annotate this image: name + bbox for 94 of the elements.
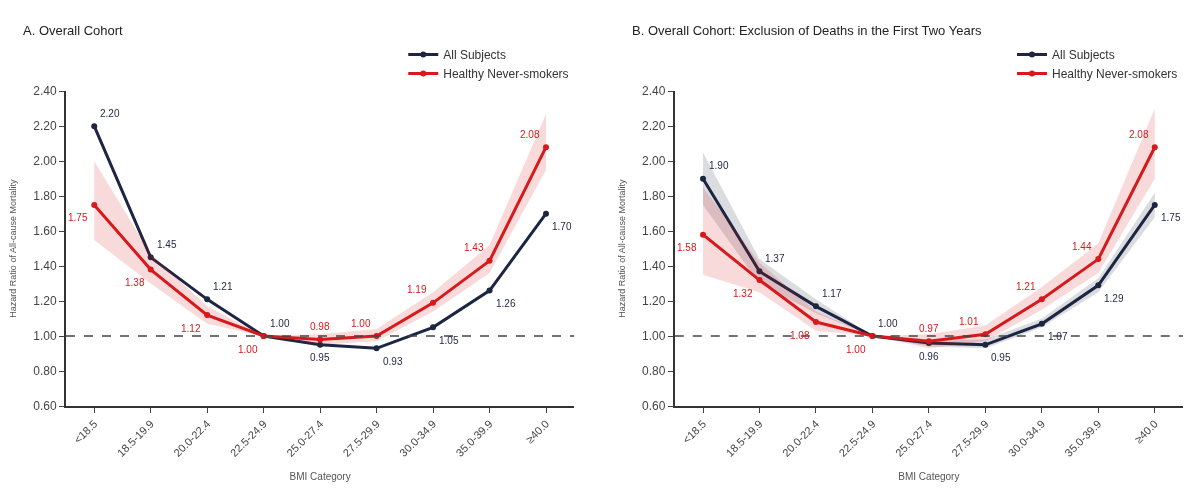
point — [91, 123, 98, 130]
point — [1038, 296, 1045, 303]
data-label: 1.12 — [181, 323, 201, 334]
point — [430, 299, 437, 306]
x-axis-title: BMI Category — [289, 470, 351, 482]
data-label: 1.00 — [846, 344, 866, 355]
y-tick-label: 2.40 — [33, 84, 57, 99]
chart-title: B. Overall Cohort: Exclusion of Deaths in the First Two Years — [632, 23, 982, 38]
point — [1095, 282, 1102, 289]
data-label: 1.26 — [496, 298, 516, 309]
data-label: 1.00 — [270, 318, 290, 329]
point — [700, 231, 707, 238]
point — [812, 319, 819, 326]
data-label: 1.43 — [464, 242, 484, 253]
point — [147, 254, 154, 261]
y-tick-label: 2.20 — [33, 119, 57, 134]
point — [1095, 256, 1102, 263]
legend-label: Healthy Never-smokers — [443, 67, 569, 82]
y-tick-label: 1.20 — [33, 294, 57, 309]
data-label: 1.38 — [125, 277, 145, 288]
y-tick-label: 0.80 — [642, 364, 666, 379]
data-label: 1.75 — [68, 212, 88, 223]
data-label: 1.21 — [213, 281, 233, 292]
y-tick-label: 1.80 — [642, 189, 666, 204]
y-tick-label: 1.80 — [33, 189, 57, 204]
y-tick-label: 1.60 — [642, 224, 666, 239]
legend-label: Healthy Never-smokers — [1052, 67, 1178, 82]
point — [756, 277, 763, 284]
data-label: 2.20 — [100, 108, 120, 119]
point — [486, 287, 493, 294]
data-label: 1.17 — [822, 288, 842, 299]
point — [543, 210, 549, 217]
data-label: 0.95 — [991, 352, 1011, 363]
data-label: 1.08 — [790, 330, 810, 341]
chart-title: A. Overall Cohort — [23, 23, 124, 38]
point — [1038, 320, 1045, 327]
y-tick-label: 1.40 — [642, 259, 666, 274]
point — [204, 312, 211, 319]
legend-label: All Subjects — [1052, 48, 1115, 63]
point — [204, 296, 211, 303]
data-label: 1.58 — [677, 242, 697, 253]
data-label: 0.97 — [919, 323, 939, 334]
data-label: 1.70 — [552, 221, 572, 232]
data-label: 1.21 — [1016, 281, 1036, 292]
data-label: 1.45 — [157, 239, 177, 250]
point — [486, 257, 493, 264]
data-label: 1.19 — [407, 284, 427, 295]
point — [543, 144, 549, 151]
y-tick-label: 2.40 — [642, 84, 666, 99]
y-tick-label: 2.00 — [642, 154, 666, 169]
point — [1151, 201, 1158, 208]
data-label: 1.05 — [439, 335, 459, 346]
data-label: 1.29 — [1104, 293, 1124, 304]
y-axis-title: Hazard Ratio of All-cause Mortality — [616, 179, 627, 318]
data-label: 1.32 — [733, 288, 753, 299]
data-label: 1.37 — [765, 253, 785, 264]
data-label: 0.98 — [310, 321, 330, 332]
y-tick-label: 1.60 — [33, 224, 57, 239]
legend-label: All Subjects — [443, 48, 506, 63]
point — [91, 201, 98, 208]
data-label: 1.90 — [709, 160, 729, 171]
point — [147, 266, 154, 273]
x-axis-title: BMI Category — [898, 470, 960, 482]
y-tick-label: 1.20 — [642, 294, 666, 309]
point — [373, 345, 380, 352]
data-label: 1.07 — [1048, 331, 1068, 342]
data-label: 1.00 — [878, 318, 898, 329]
data-label: 2.08 — [1129, 129, 1149, 140]
y-axis-title: Hazard Ratio of All-cause Mortality — [8, 179, 19, 318]
data-label: 0.96 — [919, 351, 939, 362]
point — [317, 336, 324, 343]
data-label: 2.08 — [520, 129, 540, 140]
point — [700, 175, 707, 182]
data-label: 0.93 — [383, 356, 403, 367]
y-tick-label: 0.80 — [33, 364, 57, 379]
point — [812, 303, 819, 310]
data-label: 1.75 — [1161, 212, 1181, 223]
data-label: 1.01 — [959, 316, 979, 327]
data-label: 1.00 — [351, 318, 371, 329]
y-tick-label: 0.60 — [642, 399, 666, 414]
data-label: 1.44 — [1072, 241, 1092, 252]
y-tick-label: 1.00 — [33, 329, 57, 344]
y-tick-label: 1.40 — [33, 259, 57, 274]
point — [430, 324, 437, 331]
data-label: 1.00 — [238, 344, 258, 355]
y-tick-label: 2.20 — [642, 119, 666, 134]
y-tick-label: 1.00 — [642, 329, 666, 344]
point — [1151, 144, 1158, 151]
point — [756, 268, 763, 275]
y-tick-label: 0.60 — [33, 399, 57, 414]
point — [982, 341, 989, 348]
data-label: 0.95 — [310, 352, 330, 363]
y-tick-label: 2.00 — [33, 154, 57, 169]
point — [317, 341, 324, 348]
